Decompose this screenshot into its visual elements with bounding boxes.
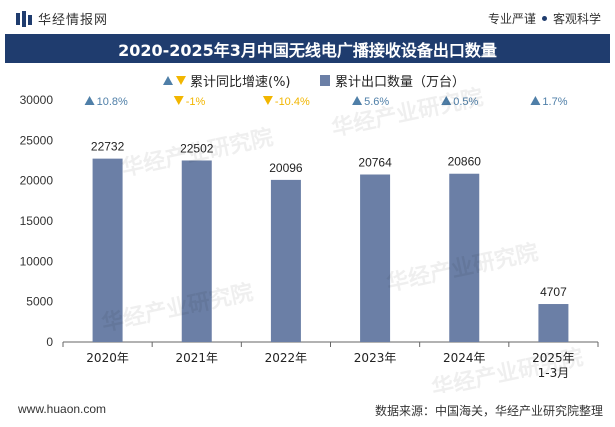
y-tick-label: 0 [46,335,53,349]
brand: 华经情报网 [16,9,108,28]
footer-url: www.huaon.com [18,402,107,416]
dot-icon [541,16,547,21]
growth-label: 0.5% [453,96,478,108]
x-tick-label: 2024年 [443,351,486,365]
growth-label: 10.8% [97,96,128,108]
x-tick-label: 2022年 [265,351,308,365]
growth-label: 1.7% [542,96,567,108]
legend-growth-label: 累计同比增速(%) [190,75,291,90]
y-tick-label: 30000 [20,93,54,107]
growth-label: 5.6% [364,96,389,108]
x-tick-label: 2023年 [354,351,397,365]
legend-bar-swatch [320,75,330,86]
bar [538,304,569,342]
bar-value-label: 22502 [180,141,214,155]
tagline: 专业严谨 客观科学 [488,10,601,27]
chart-title-bar: 2020-2025年3月中国无线电广播接收设备出口数量 [5,34,610,63]
y-tick-label: 20000 [20,174,54,188]
y-tick-label: 25000 [20,133,54,147]
bar-chart: 0 5000 10000 15000 20000 25000 30000 22732 2020年… [20,75,599,380]
tagline-right: 客观科学 [552,12,601,26]
legend-bar-label: 累计出口数量（万台） [335,75,465,90]
legend-down-icon [176,76,186,85]
bar-value-label: 20096 [269,161,303,175]
footer-source: 数据来源：中国海关，华经产业研究院整理 [374,404,603,418]
growth-up-icon [84,96,95,105]
bar [449,173,480,342]
bar [181,160,212,342]
bar-value-label: 22732 [91,140,125,154]
y-tick-label: 5000 [26,295,53,309]
bar-value-label: 20764 [358,156,392,170]
brand-logo-icon [16,10,32,27]
bar-value-label: 20860 [448,155,482,169]
growth-label: -1% [186,96,206,108]
bar [360,174,391,342]
bar [92,158,123,342]
growth-down-icon [173,96,184,105]
bar [270,179,301,342]
x-tick-label: 2025年 1-3月 [532,351,575,380]
growth-down-icon [262,96,273,105]
growth-up-icon [530,96,541,105]
x-tick-label: 2020年 [86,351,129,365]
legend-up-icon [163,76,173,85]
chart-title: 2020-2025年3月中国无线电广播接收设备出口数量 [118,40,497,60]
bar-value-label: 4707 [540,285,567,299]
y-tick-label: 10000 [20,254,54,268]
growth-up-icon [352,96,363,105]
header: 华经情报网 专业严谨 客观科学 [0,0,615,34]
x-tick-label: 2021年 [175,351,218,365]
footer: www.huaon.com 数据来源：中国海关，华经产业研究院整理 [0,393,615,427]
growth-label: -10.4% [275,96,310,108]
brand-name: 华经情报网 [38,12,109,27]
growth-up-icon [441,96,452,105]
y-tick-label: 15000 [20,214,54,228]
tagline-left: 专业严谨 [487,12,536,26]
chart-area: 0 5000 10000 15000 20000 25000 30000 22732 2020年… [0,63,615,393]
